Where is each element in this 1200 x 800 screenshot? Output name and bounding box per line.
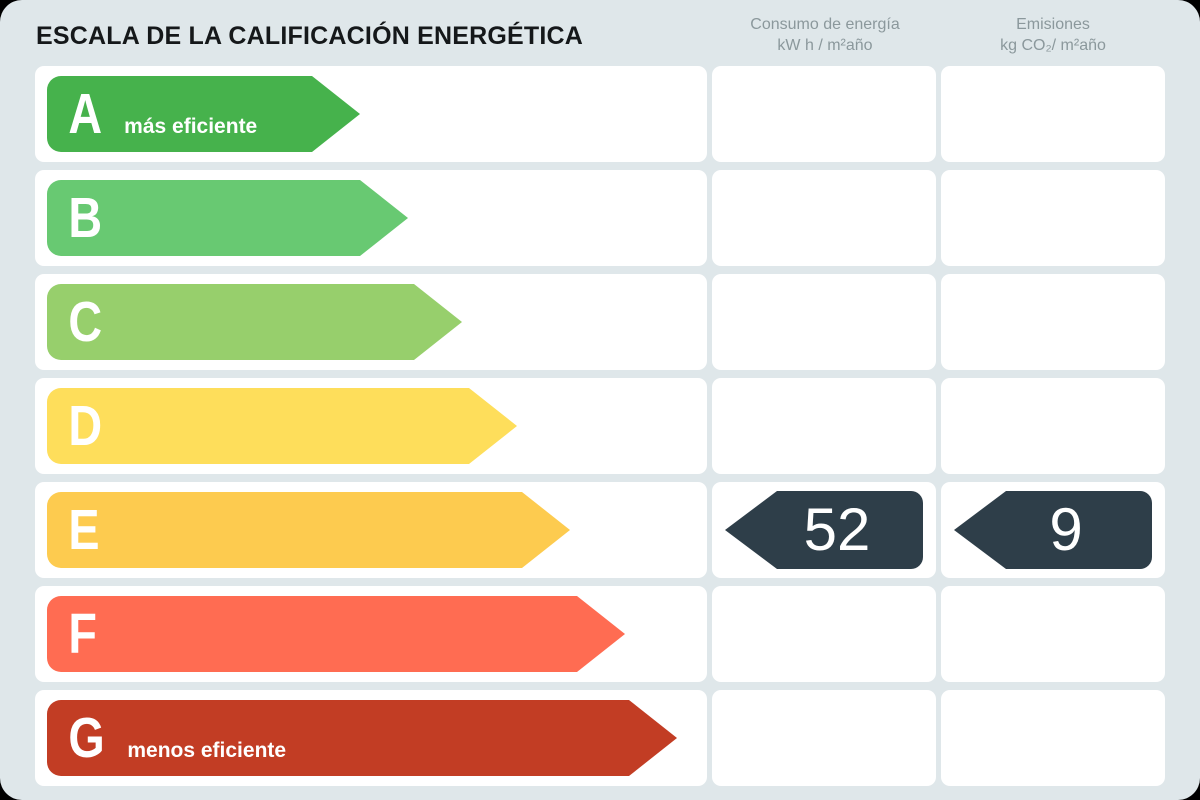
- emisiones-cell-b: [941, 170, 1165, 266]
- consumo-header-line2: kW h / m²año: [777, 37, 873, 54]
- emisiones-value-badge: 9: [954, 491, 1152, 569]
- rating-letter: A: [68, 81, 103, 146]
- emisiones-cell-d: [941, 378, 1165, 474]
- emisiones-cell-g: [941, 690, 1165, 786]
- rating-cell-c: C: [35, 274, 707, 370]
- emisiones-cell-f: [941, 586, 1165, 682]
- consumo-value: 52: [803, 496, 871, 563]
- rating-arrow-b: B: [47, 180, 408, 256]
- rating-cell-e: E: [35, 482, 707, 578]
- rating-letter: C: [68, 289, 103, 354]
- emisiones-cell-a: [941, 66, 1165, 162]
- consumo-cell-a: [712, 66, 936, 162]
- page-title: ESCALA DE LA CALIFICACIÓN ENERGÉTICA: [36, 22, 584, 50]
- consumo-cell-c: [712, 274, 936, 370]
- emisiones-cell-c: [941, 274, 1165, 370]
- column-header-consumo: Consumo de energía kW h / m²año: [713, 14, 937, 56]
- emisiones-header-line2: kg CO₂/ m²año: [1000, 37, 1106, 54]
- rating-arrow-f: F: [47, 596, 625, 672]
- emisiones-cell-e: 9: [941, 482, 1165, 578]
- rating-cell-b: B: [35, 170, 707, 266]
- rating-arrow-e: E: [47, 492, 570, 568]
- rating-label: menos eficiente: [127, 739, 287, 762]
- rating-letter: G: [68, 705, 105, 770]
- rating-cell-d: D: [35, 378, 707, 474]
- consumo-cell-g: [712, 690, 936, 786]
- consumo-cell-f: [712, 586, 936, 682]
- consumo-cell-d: [712, 378, 936, 474]
- emisiones-header-line1: Emisiones: [1016, 16, 1090, 33]
- emisiones-value: 9: [1049, 496, 1083, 563]
- rating-letter: E: [68, 497, 100, 562]
- column-header-emisiones: Emisiones kg CO₂/ m²año: [941, 14, 1165, 56]
- consumo-header-line1: Consumo de energía: [750, 16, 900, 33]
- consumo-value-badge: 52: [725, 491, 923, 569]
- rating-arrow-c: C: [47, 284, 462, 360]
- consumo-cell-e: 52: [712, 482, 936, 578]
- rating-arrow-d: D: [47, 388, 517, 464]
- rating-cell-f: F: [35, 586, 707, 682]
- rating-letter: D: [68, 393, 103, 458]
- rating-label: más eficiente: [124, 115, 258, 138]
- consumo-cell-b: [712, 170, 936, 266]
- rating-letter: F: [68, 601, 97, 666]
- rating-letter: B: [68, 185, 103, 250]
